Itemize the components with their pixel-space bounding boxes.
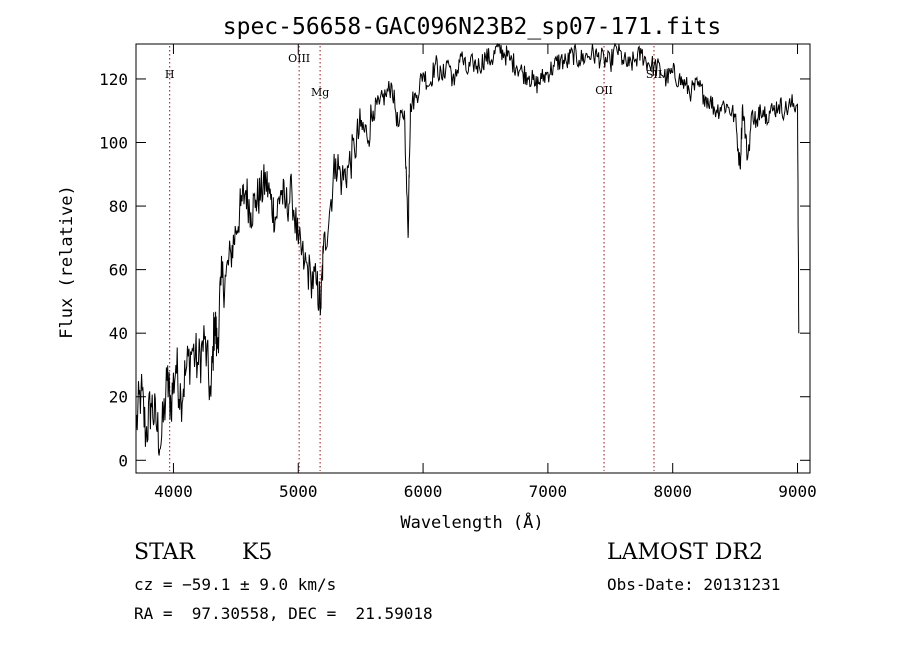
y-tick-label: 120 [99, 70, 128, 89]
spectral-line-label: SII [646, 68, 662, 81]
y-tick-label: 80 [109, 197, 128, 216]
spectral-line-markers: H OIII Mg OII SII [165, 46, 662, 471]
observation-date: Obs-Date: 20131231 [607, 575, 781, 594]
plot-frame [135, 43, 811, 474]
x-axis-label: Wavelength (Å) [400, 511, 543, 533]
x-tick-label: 9000 [778, 482, 817, 501]
object-class: STAR [134, 540, 195, 565]
spectral-line-label: Mg [311, 86, 329, 99]
coordinates: RA = 97.30558, DEC = 21.59018 [134, 604, 433, 623]
spectral-subclass: K5 [242, 540, 273, 565]
spectrum-line [135, 42, 800, 456]
radial-velocity: cz = −59.1 ± 9.0 km/s [134, 575, 337, 594]
spectral-line-label: H [165, 68, 175, 81]
y-tick-label: 0 [118, 451, 128, 470]
x-tick-label: 4000 [154, 482, 193, 501]
x-tick-label: 7000 [529, 482, 568, 501]
x-axis: 4000 5000 6000 7000 8000 9000 [154, 44, 817, 501]
spectral-line-label: OIII [288, 52, 310, 65]
x-tick-label: 5000 [279, 482, 318, 501]
y-axis-label: Flux (relative) [57, 185, 77, 339]
y-axis: 0 20 40 60 80 100 120 [99, 70, 810, 470]
y-tick-label: 40 [109, 324, 128, 343]
x-tick-label: 6000 [404, 482, 443, 501]
y-tick-label: 20 [109, 388, 128, 407]
y-tick-label: 60 [109, 261, 128, 280]
survey-name: LAMOST DR2 [607, 540, 763, 565]
x-tick-label: 8000 [653, 482, 692, 501]
chart-title: spec-56658-GAC096N23B2_sp07-171.fits [223, 14, 722, 40]
spectral-line-label: OII [595, 84, 613, 97]
y-tick-label: 100 [99, 134, 128, 153]
